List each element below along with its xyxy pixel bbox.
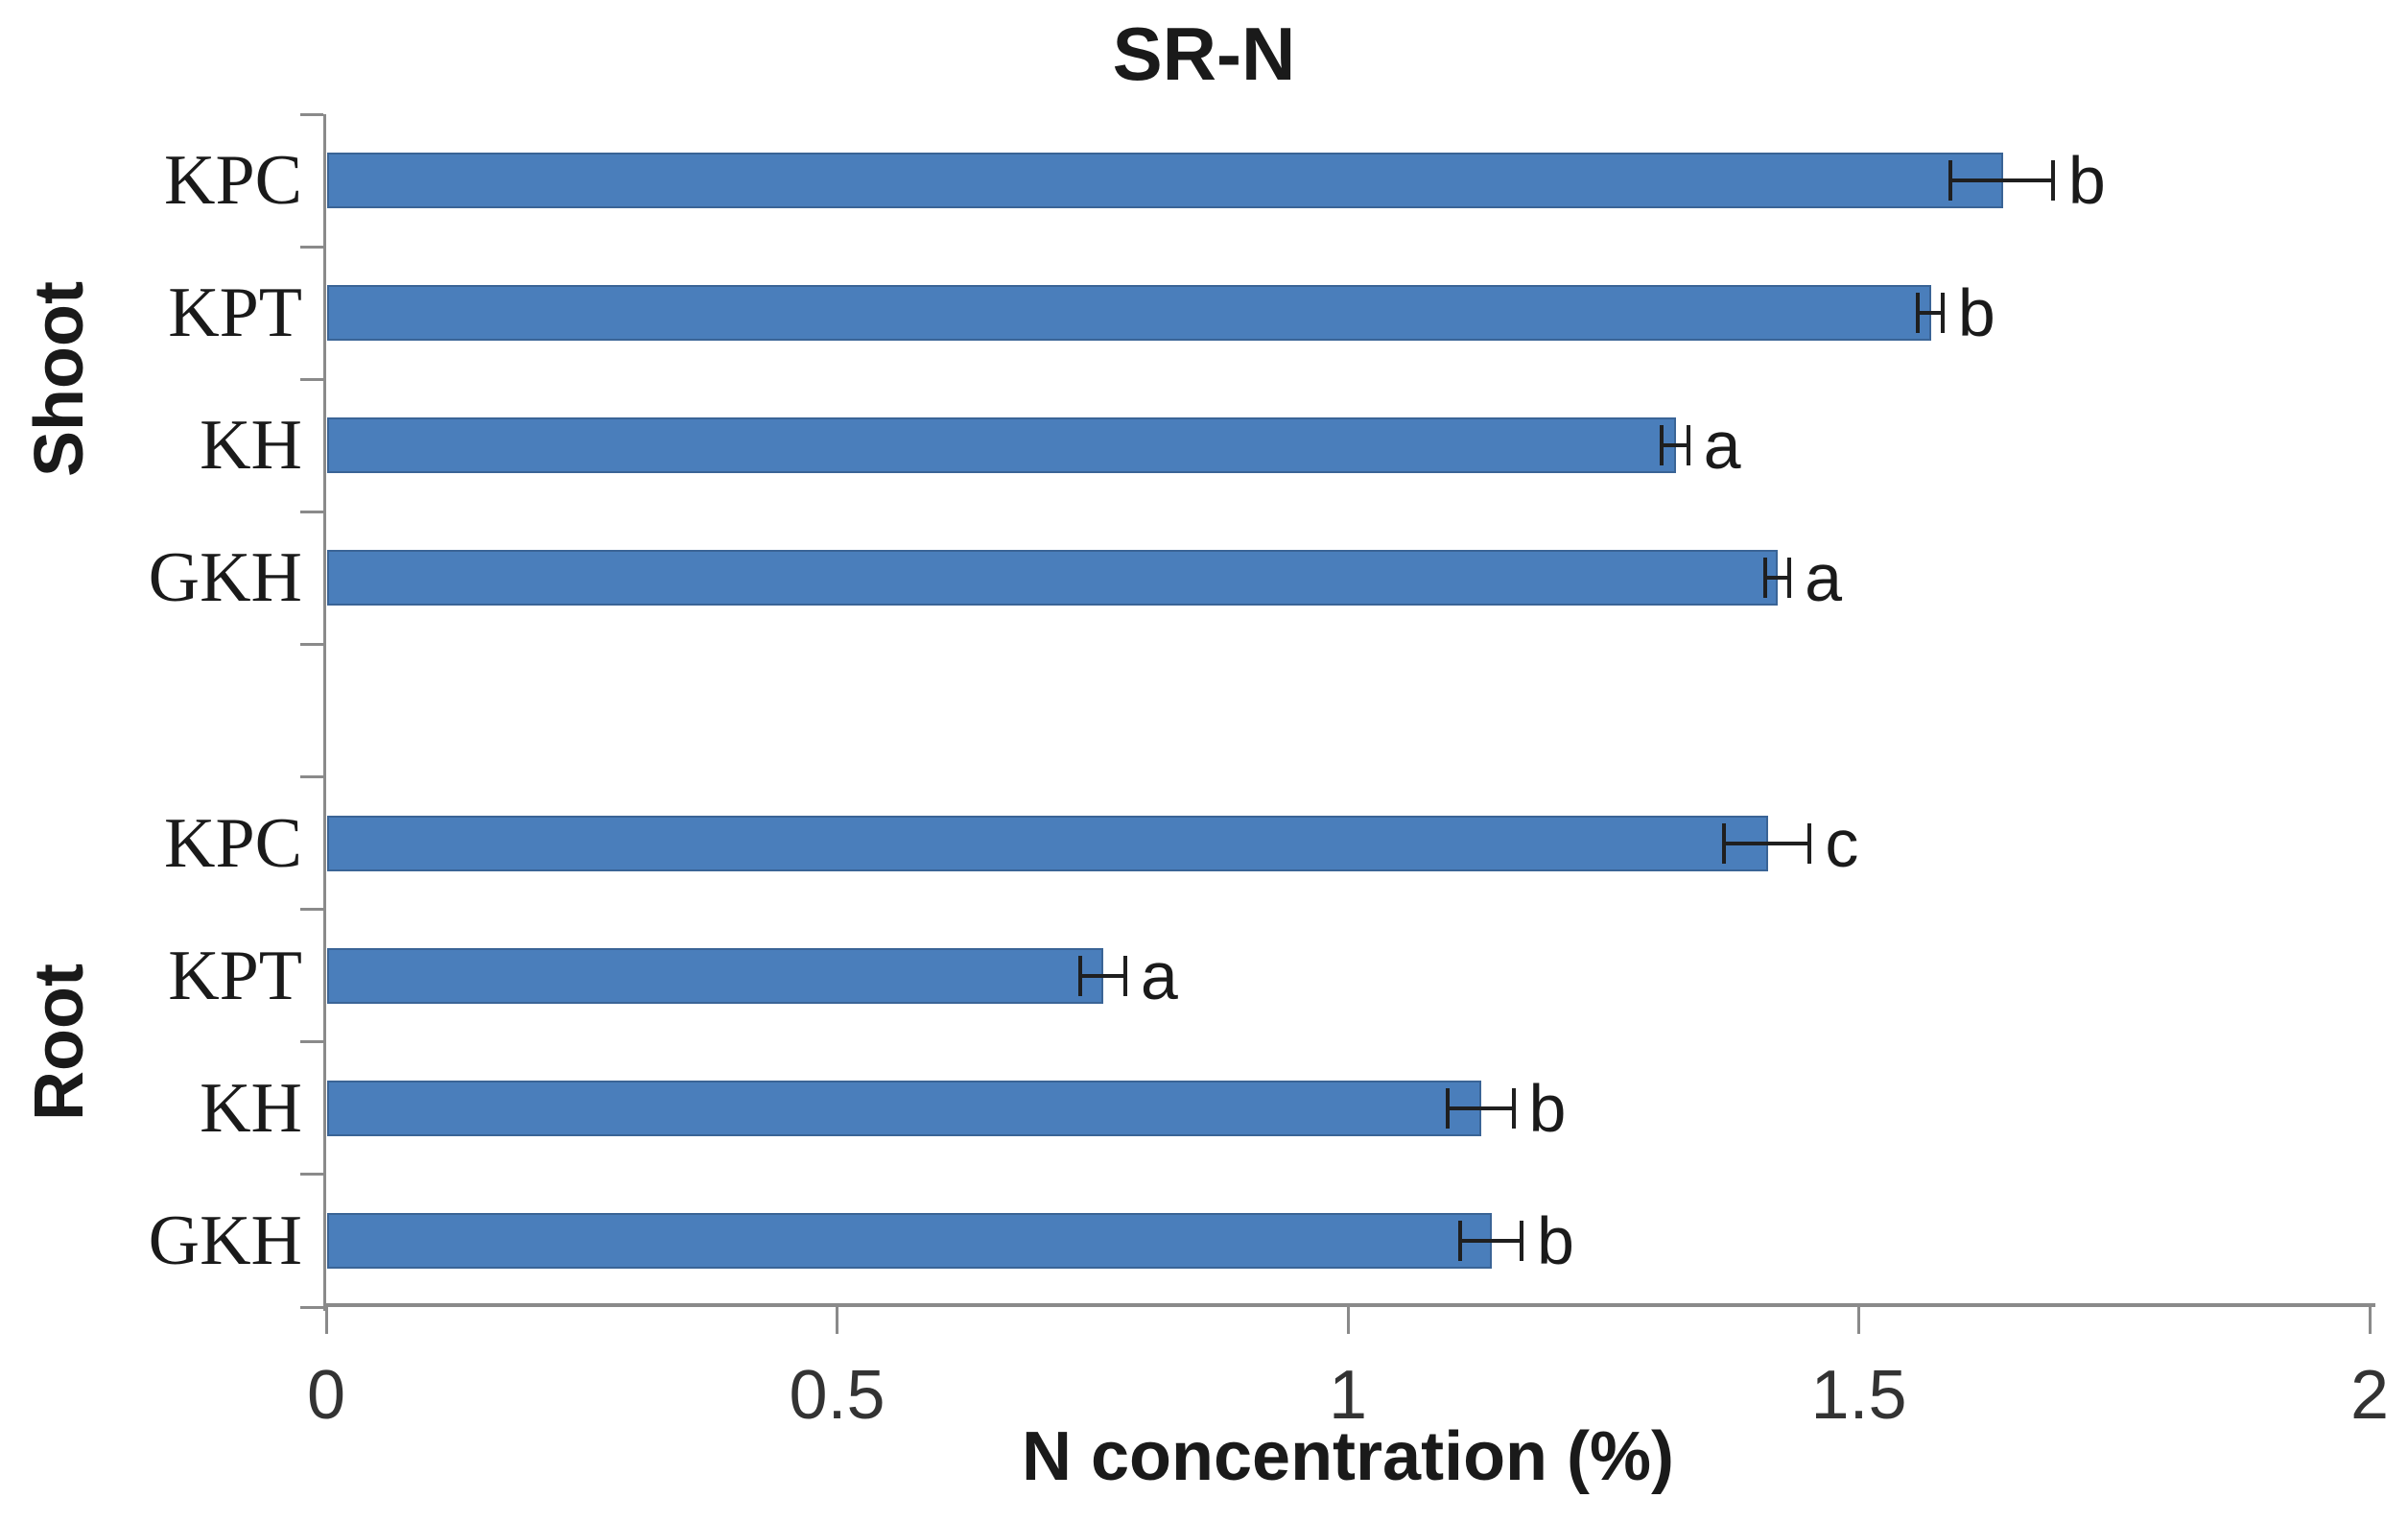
bar-root-gkh (327, 1212, 1493, 1269)
error-bar-cap-left-root-kpt (1077, 955, 1082, 996)
category-label-shoot-kh: KH (200, 406, 302, 486)
y-axis-tick-0 (300, 112, 323, 116)
bar-shoot-kpc (327, 153, 2003, 209)
error-bar-cap-right-root-kpt (1122, 955, 1127, 996)
error-bar-cap-right-shoot-kpt (1940, 293, 1945, 334)
error-bar-shoot-kpc (1950, 178, 2053, 183)
x-axis-tick-0 (324, 1307, 328, 1334)
error-bar-cap-left-shoot-gkh (1762, 558, 1767, 599)
error-bar-cap-left-root-gkh (1458, 1220, 1463, 1261)
error-bar-cap-left-root-kpc (1721, 822, 1726, 864)
sig-letter-root-kpt: a (1140, 938, 1178, 1013)
x-axis-tick-label-2: 1 (1328, 1357, 1368, 1434)
category-label-shoot-kpt: KPT (168, 273, 302, 353)
error-bar-shoot-kpt (1918, 311, 1943, 316)
sig-letter-shoot-kpt: b (1957, 275, 1995, 351)
sig-letter-shoot-kpc: b (2067, 143, 2106, 219)
y-axis-tick-6 (300, 908, 323, 912)
error-bar-cap-right-root-gkh (1520, 1220, 1524, 1261)
bar-shoot-kpt (327, 285, 1932, 342)
x-axis-title: N concentration (%) (1021, 1418, 1675, 1495)
sig-letter-root-kh: b (1528, 1070, 1567, 1146)
x-axis-tick-1 (836, 1307, 838, 1334)
category-label-shoot-kpc: KPC (164, 141, 302, 221)
x-axis-tick-label-1: 0.5 (789, 1357, 885, 1434)
y-axis-line (323, 114, 326, 1311)
y-axis-tick-2 (300, 377, 323, 381)
error-bar-cap-right-shoot-kh (1686, 425, 1690, 466)
y-axis-tick-7 (300, 1040, 323, 1044)
bar-shoot-kh (327, 417, 1676, 474)
error-bar-root-kpc (1723, 841, 1810, 845)
y-axis-tick-8 (300, 1173, 323, 1177)
x-axis-tick-3 (1857, 1307, 1860, 1334)
error-bar-cap-right-shoot-kpc (2050, 160, 2055, 202)
error-bar-cap-right-shoot-gkh (1787, 558, 1792, 599)
error-bar-cap-left-root-kh (1446, 1087, 1451, 1129)
bar-shoot-gkh (327, 550, 1779, 606)
y-axis-tick-4 (300, 642, 323, 646)
bar-root-kpc (327, 815, 1768, 871)
category-label-root-kh: KH (200, 1068, 302, 1148)
error-bar-cap-right-root-kpc (1807, 822, 1812, 864)
bar-root-kh (327, 1080, 1482, 1136)
x-axis-tick-label-3: 1.5 (1810, 1357, 1907, 1434)
category-label-root-kpc: KPC (164, 803, 302, 883)
error-bar-root-kpt (1079, 973, 1125, 978)
y-axis-tick-3 (300, 510, 323, 513)
sig-letter-root-kpc: c (1825, 805, 1859, 881)
error-bar-root-gkh (1460, 1238, 1523, 1243)
sig-letter-root-gkh: b (1537, 1202, 1574, 1278)
y-axis-tick-1 (300, 245, 323, 249)
error-bar-cap-left-shoot-kh (1659, 425, 1664, 466)
x-axis-tick-4 (2368, 1307, 2372, 1334)
x-axis-tick-label-4: 2 (2349, 1357, 2390, 1434)
x-axis-tick-label-0: 0 (306, 1357, 346, 1434)
category-label-shoot-gkh: GKH (148, 538, 302, 618)
error-bar-cap-left-shoot-kpc (1948, 160, 1953, 202)
error-bar-cap-left-shoot-kpt (1916, 293, 1921, 334)
error-bar-root-kh (1448, 1106, 1514, 1110)
sig-letter-shoot-gkh: a (1805, 540, 1843, 616)
bar-root-kpt (327, 947, 1104, 1004)
chart-title: SR-N (1112, 12, 1296, 96)
category-label-root-gkh: GKH (148, 1201, 302, 1280)
x-axis-line (323, 1303, 2375, 1307)
sig-letter-shoot-kh: a (1703, 408, 1741, 484)
error-bar-cap-right-root-kh (1511, 1087, 1516, 1129)
x-axis-tick-2 (1346, 1307, 1350, 1334)
y-axis-tick-9 (300, 1305, 323, 1309)
y-axis-tick-5 (300, 775, 323, 779)
category-label-root-kpt: KPT (168, 936, 302, 1015)
error-bar-shoot-kh (1661, 443, 1688, 448)
error-bar-shoot-gkh (1764, 576, 1790, 581)
